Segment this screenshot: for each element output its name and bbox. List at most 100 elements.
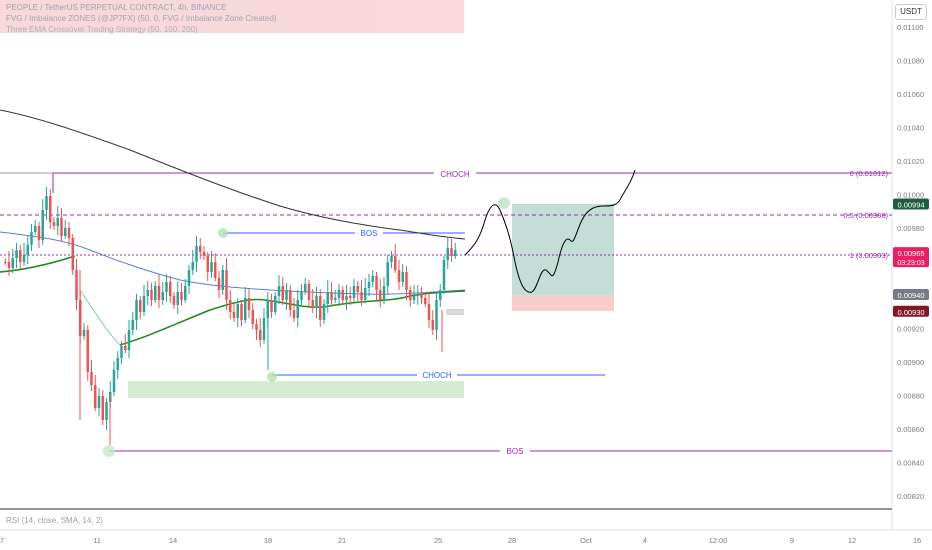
candle-body xyxy=(229,300,232,312)
fib-1-label: 1 (0.00963) xyxy=(850,251,889,260)
candle-body xyxy=(184,286,187,300)
candle-body xyxy=(131,320,134,330)
fvg-indicator-label[interactable]: FVG / Imbalance ZONES (@JP7FX) (50, 0, F… xyxy=(6,14,277,23)
candle-body xyxy=(244,298,247,320)
candle-body xyxy=(142,296,146,312)
candle-body xyxy=(26,245,29,255)
candle-body xyxy=(390,256,393,262)
candle-body xyxy=(277,286,281,296)
candle-body xyxy=(382,286,386,300)
candle-body xyxy=(424,298,427,304)
candle-body xyxy=(82,330,86,336)
candle-body xyxy=(90,372,93,385)
candle-body xyxy=(52,222,56,226)
time-tick-label: 12 xyxy=(848,536,856,545)
candle-body xyxy=(349,296,352,298)
candle-body xyxy=(289,290,292,310)
candle-body xyxy=(154,286,157,300)
currency-button[interactable]: USDT xyxy=(895,4,927,20)
bos-bottom-label-bg xyxy=(500,446,530,456)
candle-body xyxy=(19,250,22,262)
chart-header: PEOPLE / TetherUS PERPETUAL CONTRACT, 4h… xyxy=(0,0,464,34)
candle-body xyxy=(161,292,164,300)
candle-body xyxy=(330,292,333,300)
candle-body xyxy=(169,282,172,296)
candle-body xyxy=(454,250,457,256)
time-tick-label: 12:00 xyxy=(709,536,728,545)
price-tick-label: 0.00900 xyxy=(897,358,924,367)
candle-body xyxy=(49,196,52,222)
candle-body xyxy=(262,318,266,340)
fib-0-label: 0 (0.01012) xyxy=(850,169,889,178)
candle-body xyxy=(247,298,251,310)
candle-body xyxy=(307,284,311,300)
price-badge-label: 0.00930 xyxy=(897,308,924,317)
price-badge-label: 0.00994 xyxy=(897,201,924,210)
candle-body xyxy=(259,330,262,340)
candle-body xyxy=(187,270,191,286)
price-tick-label: 0.01040 xyxy=(897,124,924,133)
candle-body xyxy=(176,292,179,305)
candle-body xyxy=(225,270,228,300)
candle-body xyxy=(127,330,131,350)
candle-body xyxy=(67,228,71,238)
candle-body xyxy=(405,272,408,290)
candle-body xyxy=(300,292,303,300)
candle-body xyxy=(22,255,26,262)
bos-bottom-label: BOS xyxy=(507,447,524,456)
time-tick-label: 16 xyxy=(913,536,921,545)
candle-body xyxy=(124,346,127,350)
candle-body xyxy=(217,278,221,290)
candle-body xyxy=(157,286,161,300)
bos-origin-marker xyxy=(218,228,228,238)
time-tick-label: 25 xyxy=(434,536,442,545)
candle-body xyxy=(146,290,149,296)
stop-zone[interactable] xyxy=(512,295,614,311)
time-tick-label: 14 xyxy=(169,536,177,545)
candle-body xyxy=(386,262,389,286)
candle-body xyxy=(352,286,356,298)
projection-path[interactable] xyxy=(464,169,636,293)
candle-body xyxy=(30,232,33,245)
candle-body xyxy=(75,270,78,300)
candle-body xyxy=(446,248,449,260)
candles xyxy=(4,187,457,445)
bos-bottom-marker xyxy=(103,445,115,457)
candle-body xyxy=(139,300,142,312)
candle-body xyxy=(296,300,299,318)
candle-body xyxy=(116,358,119,370)
small-fvg-zone xyxy=(446,309,464,315)
candle-body xyxy=(214,262,217,278)
rsi-indicator-label[interactable]: RSI (14, close, SMA, 14, 2) xyxy=(6,516,103,525)
candle-body xyxy=(251,310,254,324)
candle-body xyxy=(64,228,67,236)
price-badge xyxy=(893,198,929,210)
price-tick-label: 0.00880 xyxy=(897,392,924,401)
candle-body xyxy=(37,226,41,240)
symbol-title[interactable]: PEOPLE / TetherUS PERPETUAL CONTRACT, 4h… xyxy=(6,3,227,12)
candle-body xyxy=(202,252,206,256)
candle-body xyxy=(409,290,412,300)
target-zone[interactable] xyxy=(512,204,614,295)
candle-body xyxy=(206,256,209,272)
candle-body xyxy=(394,256,397,270)
candle-body xyxy=(345,296,348,300)
time-tick-label: 28 xyxy=(508,536,516,545)
ema-50-transition xyxy=(79,289,121,346)
candle-body xyxy=(240,304,243,320)
candle-body xyxy=(120,346,123,358)
candle-body xyxy=(334,298,337,300)
candle-body xyxy=(322,304,326,320)
price-tick-label: 0.00920 xyxy=(897,325,924,334)
candle-body xyxy=(60,218,63,236)
candle-body xyxy=(311,300,314,308)
ema-50-line-left xyxy=(0,255,76,273)
candle-body xyxy=(165,282,168,292)
candle-body xyxy=(326,292,329,304)
candle-body xyxy=(41,210,44,240)
choch-low-label: CHOCH xyxy=(422,371,452,380)
ema-indicator-label[interactable]: Three EMA Crossover Trading Strategy (50… xyxy=(6,25,198,34)
price-badge xyxy=(893,305,929,317)
time-tick-label: 18 xyxy=(264,536,272,545)
